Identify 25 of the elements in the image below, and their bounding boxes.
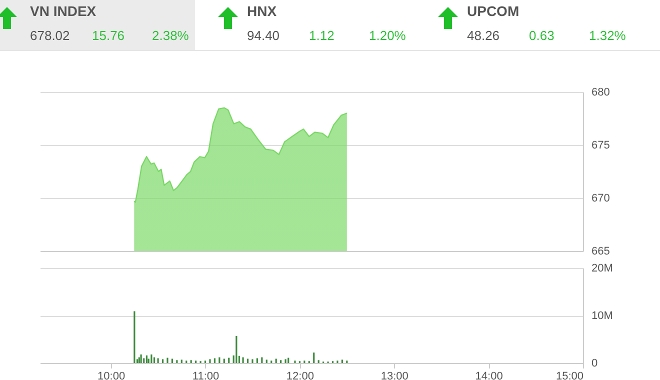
text: VN INDEX [30, 3, 96, 19]
x-tick-label: 12:00 [286, 370, 314, 380]
x-tick-label: 13:00 [380, 370, 408, 380]
y-tick-label: 665 [592, 246, 610, 258]
text: 1.20% [369, 28, 406, 43]
text: 48.26 [467, 28, 500, 43]
y-tick-label: 670 [592, 192, 610, 204]
x-tick-label: 15:00 [556, 370, 584, 380]
text: 678.02 [30, 28, 70, 43]
y-tick-label: 680 [592, 86, 610, 98]
text: 0.63 [529, 28, 554, 43]
text: 94.40 [247, 28, 280, 43]
text: 2.38% [152, 28, 189, 43]
text: 15.76 [92, 28, 125, 43]
y-tick-label: 10M [592, 310, 613, 322]
text: 1.12 [309, 28, 334, 43]
text: UPCOM [467, 3, 520, 19]
x-tick-label: 11:00 [192, 370, 220, 380]
x-tick-label: 10:00 [98, 370, 126, 380]
y-tick-label: 20M [592, 262, 613, 274]
y-tick-label: 675 [592, 140, 610, 152]
text: HNX [247, 3, 277, 19]
x-tick-label: 14:00 [475, 370, 503, 380]
y-tick-label: 0 [592, 358, 598, 370]
text: 1.32% [589, 28, 626, 43]
